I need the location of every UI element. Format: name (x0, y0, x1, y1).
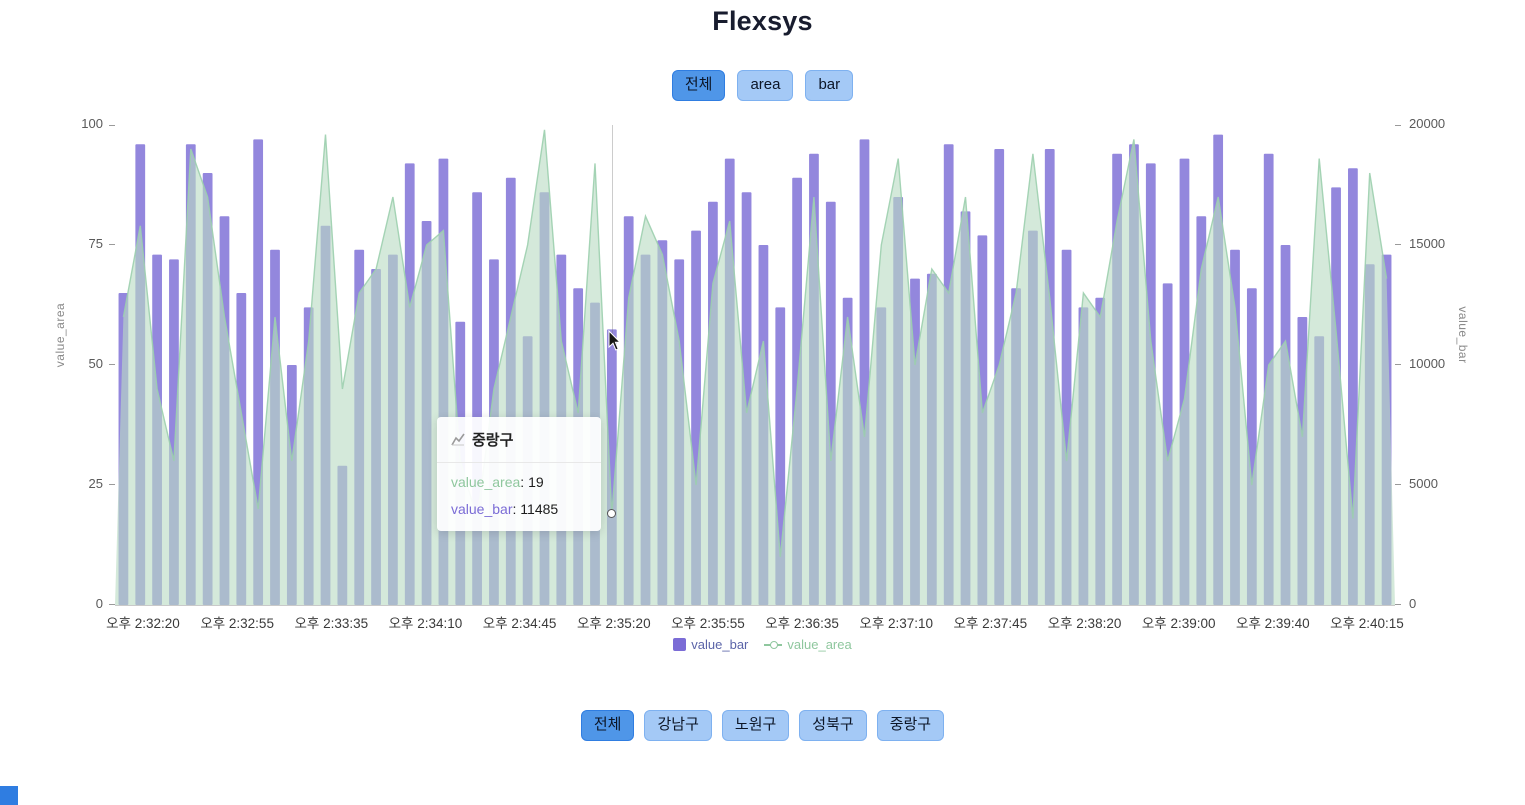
tooltip-area-label: value_area (451, 474, 521, 490)
combo-chart[interactable] (115, 125, 1395, 606)
left-axis-tick-label: 0 (95, 596, 103, 611)
chart-tooltip: 중랑구 value_area: 19 value_bar: 11485 (437, 417, 601, 531)
tooltip-row-area: value_area: 19 (451, 474, 544, 490)
chart-plot-area[interactable]: 중랑구 value_area: 19 value_bar: 11485 0 25 5… (81, 116, 1445, 631)
right-axis-tick-label: 0 (1409, 596, 1417, 611)
legend-item-value_area[interactable]: value_area (764, 637, 852, 652)
right-axis-tick-mark (1395, 604, 1401, 605)
right-axis-tick-label: 5000 (1409, 476, 1438, 491)
tooltip-divider (437, 462, 601, 463)
tooltip-title: 중랑구 (472, 432, 514, 449)
tooltip-area-value: 19 (528, 474, 544, 490)
district-button-노원구[interactable]: 노원구 (721, 710, 790, 741)
legend-label: value_area (787, 637, 852, 652)
chart-type-button-area[interactable]: area (737, 70, 794, 101)
legend-label: value_bar (691, 637, 749, 652)
x-axis-tick-label: 오후 2:36:35 (765, 616, 839, 631)
x-axis-tick-label: 오후 2:39:00 (1141, 616, 1216, 631)
corner-button-artifact[interactable] (0, 786, 18, 805)
district-button-강남구[interactable]: 강남구 (644, 710, 712, 741)
right-axis-tick-label: 20000 (1409, 116, 1446, 131)
left-axis-tick-mark (109, 604, 115, 605)
line-chart-icon (451, 433, 465, 446)
x-axis-tick-label: 오후 2:33:35 (294, 616, 369, 631)
x-axis-tick-label: 오후 2:39:40 (1236, 616, 1310, 631)
tooltip-header: 중랑구 (451, 429, 589, 462)
right-axis-tick-mark (1395, 364, 1401, 365)
x-axis-tick-label: 오후 2:37:45 (953, 616, 1028, 631)
page-title: Flexsys (712, 6, 813, 36)
left-axis-tick-mark (109, 125, 115, 126)
left-axis-tick-mark (109, 364, 115, 365)
left-axis-tick-mark (109, 484, 115, 485)
right-axis-tick-label: 15000 (1409, 236, 1446, 251)
x-axis-tick-label: 오후 2:34:45 (482, 616, 557, 631)
legend-square-marker (673, 638, 687, 651)
x-axis-tick-label: 오후 2:38:20 (1047, 616, 1122, 631)
x-axis-tick-label: 오후 2:34:10 (388, 616, 463, 631)
district-button-중랑구[interactable]: 중랑구 (876, 710, 945, 741)
right-axis-title: value_bar (1456, 306, 1470, 364)
tooltip-bar-value: 11485 (520, 501, 559, 517)
x-axis-tick-label: 오후 2:32:20 (106, 616, 180, 631)
legend-line-dot-marker (764, 640, 783, 649)
highlighted-point-marker (607, 509, 617, 519)
right-axis-tick-label: 10000 (1409, 356, 1446, 371)
x-axis-tick-label: 오후 2:35:20 (576, 616, 651, 631)
x-axis-tick-label: 오후 2:40:15 (1330, 616, 1404, 631)
chart-type-button-bar[interactable]: bar (805, 70, 854, 101)
area-series (115, 129, 1395, 606)
district-button-성북구[interactable]: 성북구 (799, 710, 867, 741)
right-axis-tick-mark (1395, 125, 1401, 126)
left-axis-tick-label: 25 (88, 476, 103, 491)
x-axis-tick-label: 오후 2:35:55 (671, 616, 745, 631)
left-axis-tick-label: 75 (88, 236, 103, 251)
right-axis-tick-mark (1395, 244, 1401, 245)
left-axis-tick-label: 100 (81, 116, 103, 131)
x-axis-tick-label: 오후 2:37:10 (859, 616, 934, 631)
left-axis-tick-label: 50 (88, 356, 103, 371)
district-button-전체[interactable]: 전체 (580, 710, 635, 741)
left-axis-tick-mark (109, 244, 115, 245)
legend-item-value_bar[interactable]: value_bar (673, 637, 748, 652)
area-series-line (122, 129, 1388, 558)
crosshair-line (611, 125, 613, 343)
chart-type-button-전체[interactable]: 전체 (671, 70, 726, 101)
tooltip-row-bar: value_bar: 11485 (451, 501, 559, 517)
x-axis-tick-label: 오후 2:32:55 (200, 616, 274, 631)
district-button-row: 전체 강남구 노원구 성북구 중랑구 (0, 710, 1525, 741)
chart-legend: value_bar value_area (0, 637, 1525, 652)
chart-type-button-row: 전체 area bar (0, 70, 1525, 101)
right-axis-tick-mark (1395, 484, 1401, 485)
tooltip-bar-label: value_bar (451, 501, 513, 517)
